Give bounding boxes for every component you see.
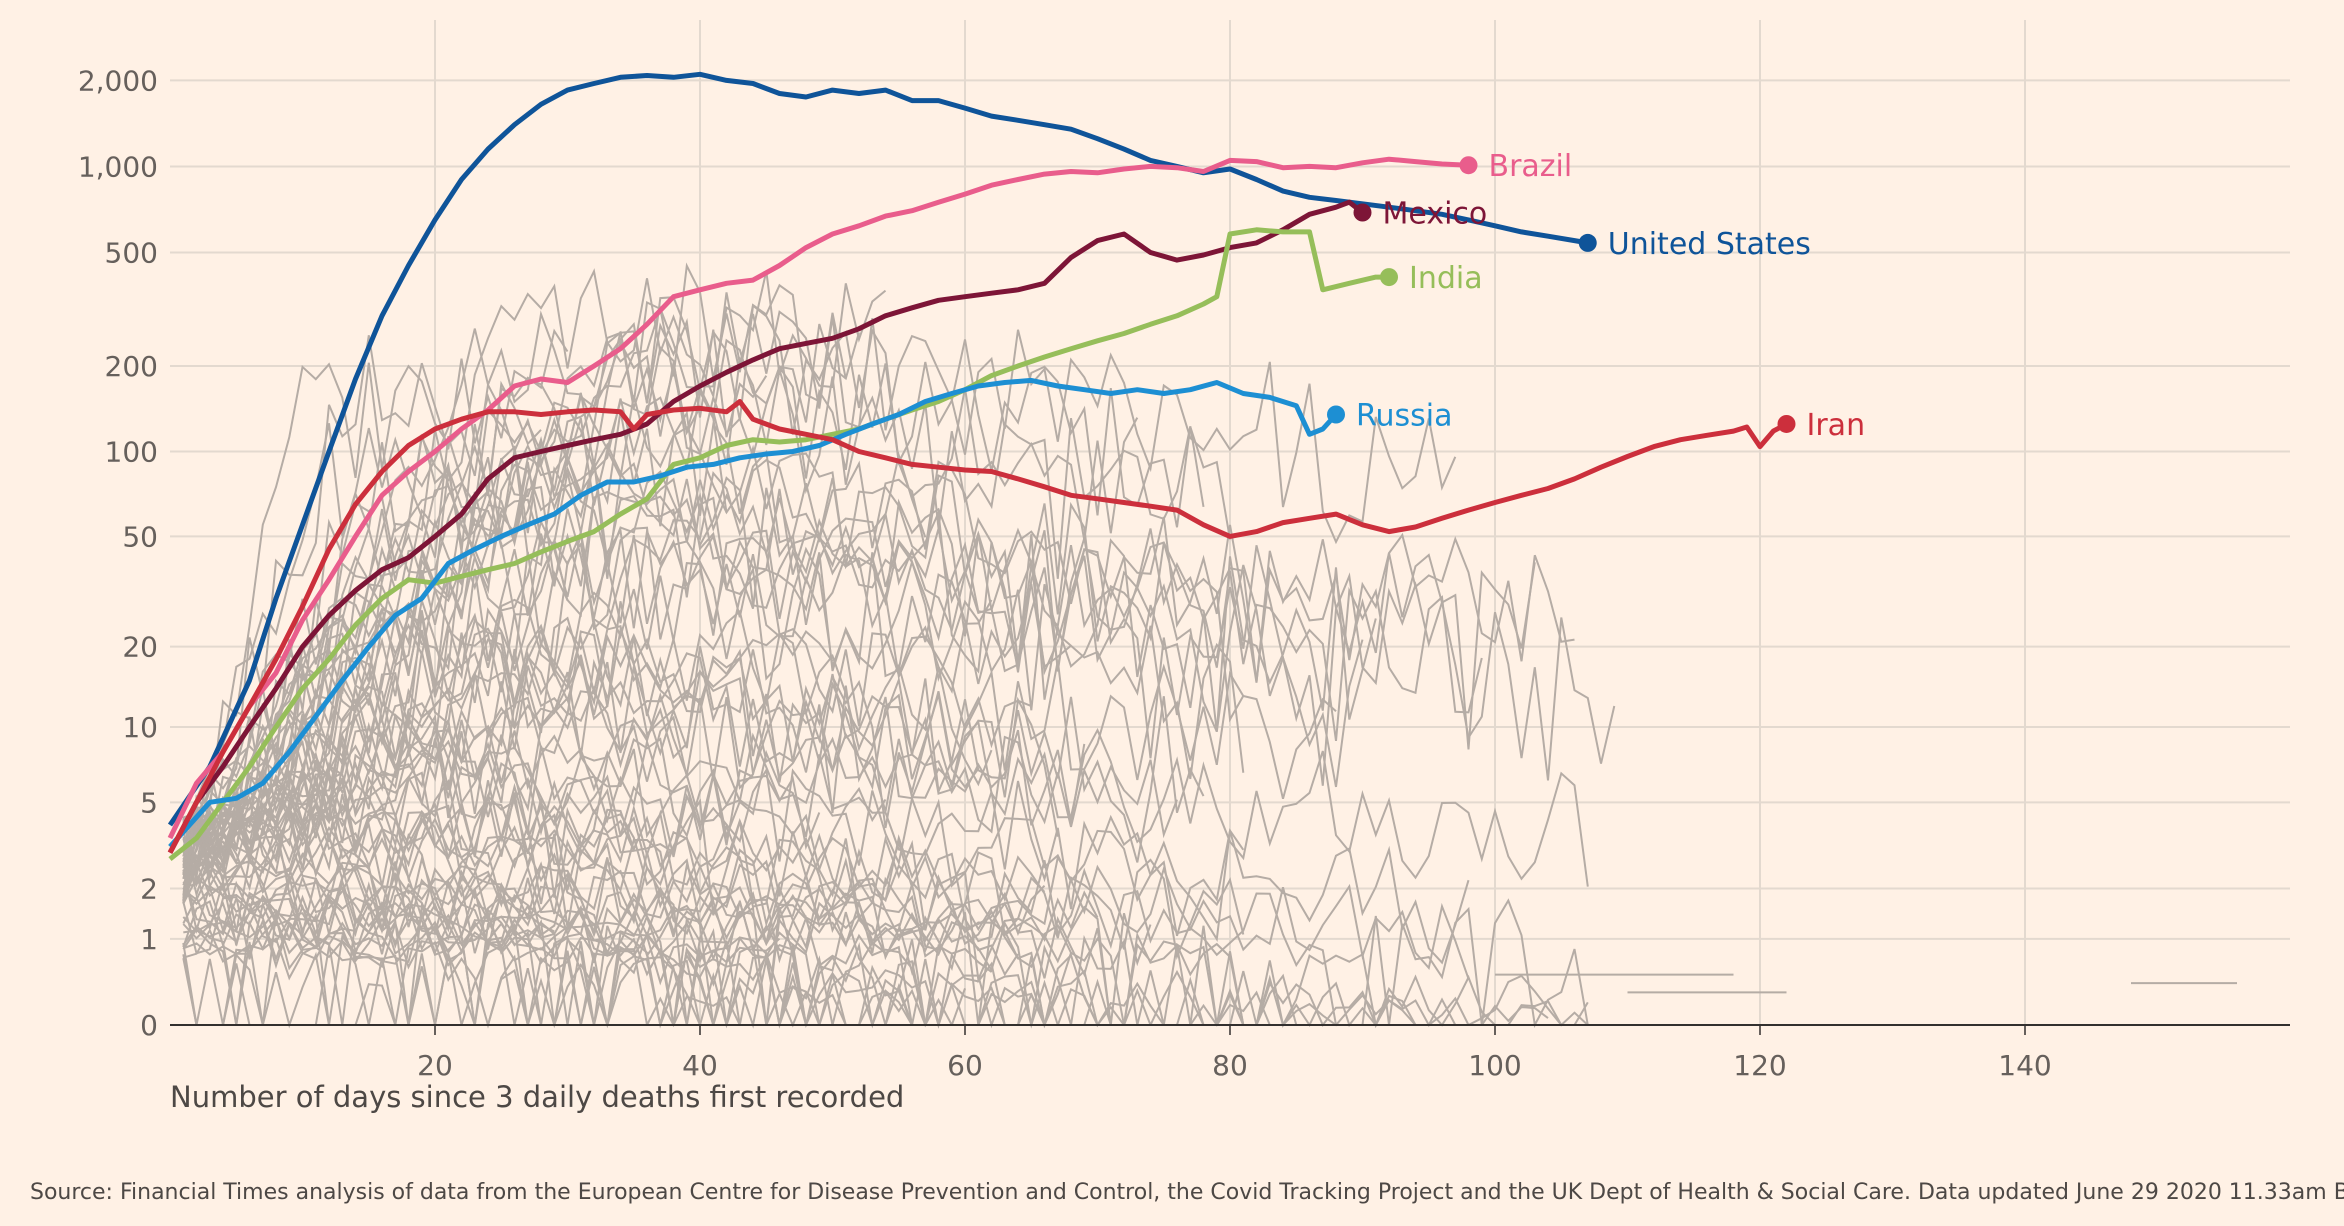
series-line-iran <box>167 399 1788 854</box>
series-label: United States <box>1608 227 1811 262</box>
y-tick-label: 2,000 <box>78 64 158 97</box>
context-country-line <box>183 902 622 964</box>
x-tick-label: 20 <box>417 1049 453 1082</box>
context-country-line <box>182 459 1364 879</box>
y-tick-label: 50 <box>122 520 158 553</box>
y-tick-label: 20 <box>122 631 158 664</box>
series-label: Russia <box>1356 398 1453 433</box>
context-country-line <box>182 875 555 954</box>
y-tick-label: 1 <box>140 923 158 956</box>
axes: 0 1 2 5 10 20 50 100 200 500 1,000 2,000 20 40 60 80 100… <box>78 64 2290 1082</box>
context-country-line <box>182 495 993 868</box>
context-lines <box>182 262 2237 1029</box>
series-line-united-states <box>167 71 1589 827</box>
x-tick-label: 80 <box>1212 1049 1248 1082</box>
context-country-line <box>182 934 1549 1029</box>
context-country-line <box>182 609 1337 880</box>
series-label: Brazil <box>1489 149 1573 184</box>
context-country-line <box>182 542 569 875</box>
x-tick-label: 140 <box>1998 1049 2051 1082</box>
series-label: India <box>1409 261 1483 296</box>
source-note: Source: Financial Times analysis of data… <box>30 1180 2344 1205</box>
series-line-russia <box>168 377 1338 849</box>
y-tick-label: 10 <box>122 711 158 744</box>
x-tick-label: 40 <box>682 1049 718 1082</box>
context-country-line <box>182 713 887 876</box>
context-country-line <box>182 889 1456 1029</box>
series-end-dot <box>1459 156 1478 175</box>
y-tick-label: 2 <box>140 872 158 905</box>
x-axis-title: Number of days since 3 daily deaths firs… <box>170 1080 904 1114</box>
x-tick-label: 60 <box>947 1049 983 1082</box>
context-country-line <box>182 903 1111 1026</box>
y-tick-label: 100 <box>105 435 158 468</box>
context-country-line <box>182 362 1575 876</box>
y-tick-label: 200 <box>105 350 158 383</box>
series-end-dot <box>1578 233 1597 252</box>
series-label: Iran <box>1807 408 1866 443</box>
series-end-dot <box>1777 414 1796 433</box>
series-end-dot <box>1327 405 1345 424</box>
context-country-line <box>183 859 1298 1026</box>
x-tick-label: 100 <box>1468 1049 1521 1082</box>
y-tick-label: 5 <box>140 786 158 819</box>
series-lines <box>167 71 1788 862</box>
context-country-line <box>182 423 1616 904</box>
context-country-line <box>182 758 609 894</box>
series-end-dot <box>1353 203 1372 222</box>
y-tick-label: 1,000 <box>78 150 158 183</box>
series-line-mexico <box>167 199 1365 854</box>
context-country-line <box>182 434 1377 832</box>
series-end-dot <box>1380 268 1398 287</box>
context-country-line <box>182 896 1589 1029</box>
context-country-line <box>182 470 1483 855</box>
context-country-line <box>182 944 1046 1029</box>
context-country-line <box>182 268 1457 902</box>
context-country-line <box>183 724 1245 937</box>
context-country-line <box>182 638 980 903</box>
context-country-line <box>182 767 1470 965</box>
y-tick-label: 500 <box>105 236 158 269</box>
context-country-line <box>182 825 1019 1026</box>
series-label: Mexico <box>1383 196 1488 231</box>
series-line-brazil <box>167 156 1469 840</box>
context-country-line <box>182 339 1205 869</box>
x-tick-label: 120 <box>1733 1049 1786 1082</box>
context-country-line <box>182 581 1205 896</box>
context-country-line <box>182 801 1245 961</box>
context-country-line <box>182 864 1245 1026</box>
context-country-line <box>182 913 727 1026</box>
y-tick-label: 0 <box>140 1009 158 1042</box>
context-country-line <box>182 891 1589 1029</box>
context-country-line <box>182 887 927 1026</box>
series-line-india <box>168 227 1389 862</box>
context-country-line <box>182 685 1178 875</box>
